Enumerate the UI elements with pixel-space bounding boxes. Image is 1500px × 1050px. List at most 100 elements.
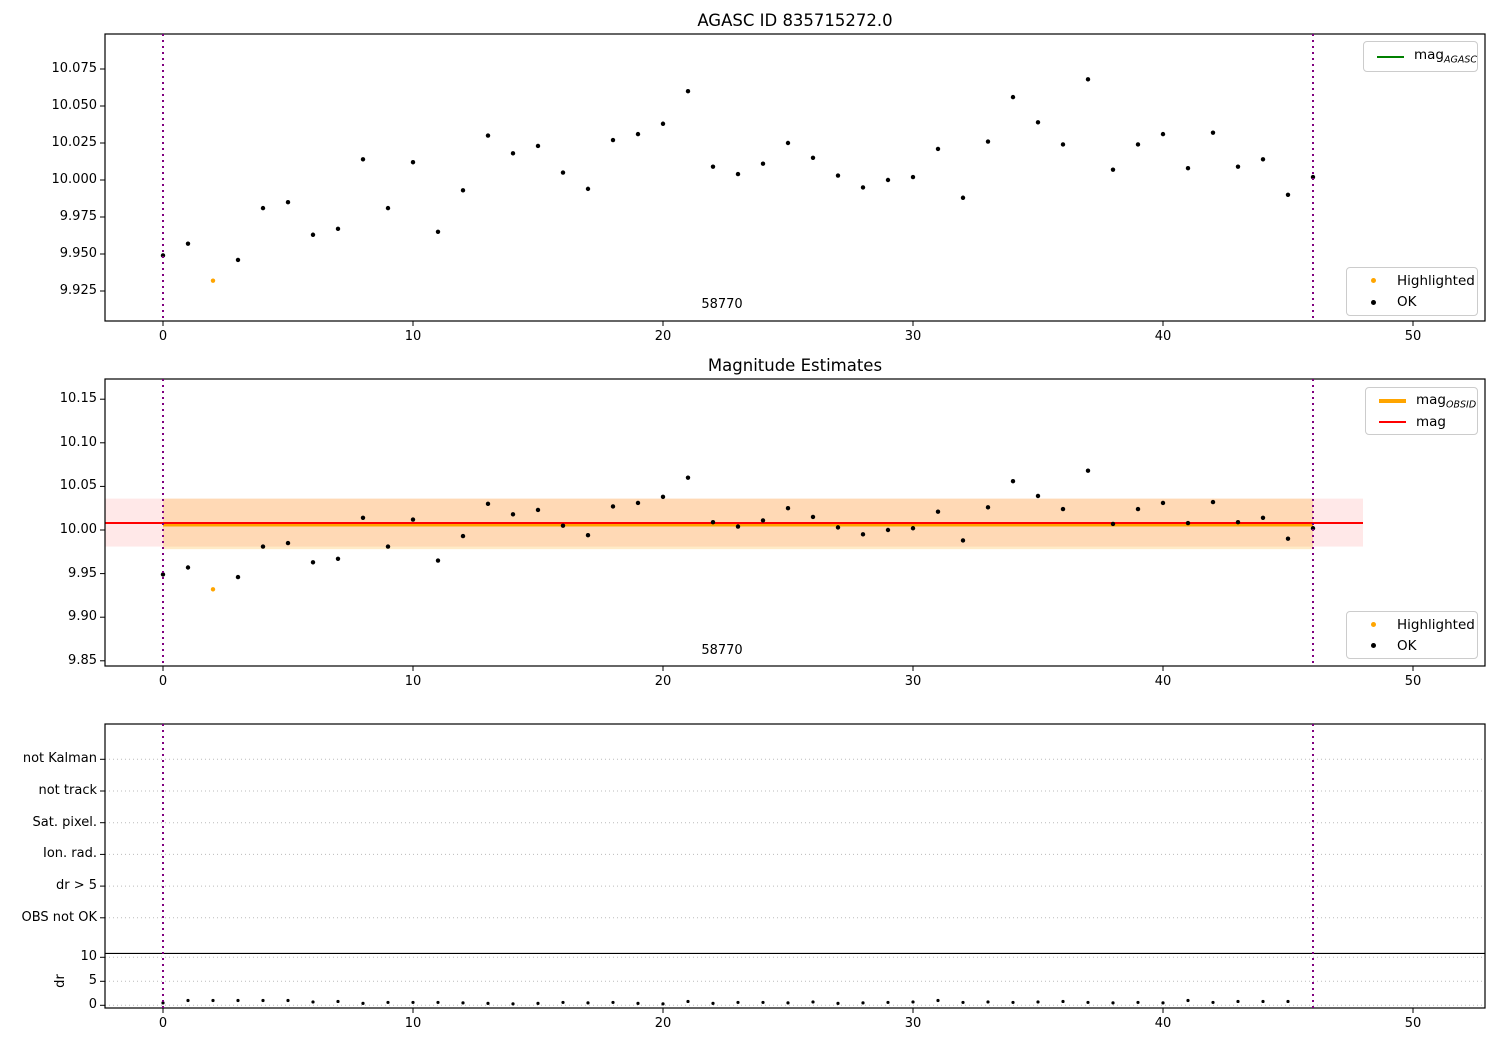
ok-point	[185, 241, 191, 246]
legend-item: Highlighted	[1355, 273, 1475, 289]
legend-marker-area	[1355, 299, 1391, 305]
top-plot-legend-mag-agasc: magAGASC	[1363, 41, 1478, 72]
ok-point	[610, 137, 616, 143]
legend-item: mag	[1374, 414, 1469, 430]
legend-item: Highlighted	[1355, 617, 1475, 633]
ok-point	[1260, 515, 1266, 520]
dr-point	[1286, 999, 1290, 1004]
middle-plot-legend-lines: magOBSID mag	[1365, 387, 1478, 435]
dr-point	[911, 1000, 915, 1004]
ok-point	[385, 544, 391, 549]
ok-point	[710, 164, 716, 169]
y-tick-label: 10.15	[59, 391, 97, 407]
ok-point	[1010, 94, 1016, 100]
y-tick-label: 9.95	[68, 565, 97, 581]
legend-label: OK	[1397, 294, 1417, 311]
legend-marker-area	[1374, 421, 1410, 424]
dr-point	[1261, 999, 1265, 1004]
x-tick-label: 40	[1154, 674, 1172, 689]
ok-point	[1285, 536, 1291, 541]
dr-point	[311, 1000, 315, 1004]
ok-point	[735, 171, 741, 177]
dr-point	[336, 999, 340, 1004]
x-tick-label: 10	[404, 674, 422, 689]
x-tick-label: 20	[654, 1016, 672, 1031]
ok-point	[685, 89, 691, 94]
ok-point	[160, 253, 166, 258]
legend-label: Highlighted	[1397, 616, 1475, 633]
ok-point	[1035, 120, 1041, 125]
ok-point	[635, 131, 641, 137]
legend-dot-marker-icon	[1370, 622, 1376, 627]
y-tick-label: 9.85	[68, 652, 97, 668]
dr-tick-label: 5	[88, 973, 97, 989]
dr-point	[636, 1001, 640, 1005]
legend-line-marker-icon	[1378, 399, 1406, 404]
x-tick-label: 20	[654, 674, 672, 689]
ok-point	[1085, 468, 1091, 473]
dr-point	[261, 998, 265, 1003]
dr-point	[1186, 998, 1190, 1003]
ok-point	[785, 140, 791, 146]
dr-point	[986, 1000, 990, 1004]
dr-point	[161, 1001, 165, 1005]
ok-point	[1160, 500, 1166, 506]
dr-tick-label: 0	[88, 997, 97, 1013]
dr-point	[386, 1000, 390, 1005]
x-tick-label: 0	[158, 1016, 168, 1031]
ok-point	[910, 526, 916, 531]
ok-point	[235, 574, 241, 580]
middle-plot-legend-points: Highlighted OK	[1346, 611, 1478, 659]
ok-point	[885, 527, 891, 533]
dr-tick-label: 10	[80, 949, 97, 965]
ok-point	[385, 205, 391, 211]
top-plot-obsid-annotation: 58770	[701, 297, 743, 312]
legend-label: magOBSID	[1416, 391, 1477, 411]
ok-point	[810, 155, 816, 160]
x-tick-label: 30	[904, 674, 922, 689]
dr-point	[611, 1000, 615, 1005]
legend-label-subscript: OBSID	[1446, 399, 1477, 411]
dr-point	[786, 1001, 790, 1005]
x-tick-label: 0	[158, 674, 168, 689]
ok-point	[960, 538, 966, 543]
dr-point	[1061, 999, 1065, 1004]
y-tick-label: 9.950	[59, 246, 97, 261]
top-plot-legend-points: Highlighted OK	[1346, 267, 1478, 316]
x-tick-label: 30	[904, 329, 922, 344]
ok-point	[410, 160, 416, 165]
x-tick-label: 40	[1154, 1016, 1172, 1031]
ok-point	[1135, 506, 1141, 512]
ok-point	[585, 533, 591, 538]
legend-item: magAGASC	[1372, 47, 1477, 66]
ok-point	[835, 525, 841, 530]
dr-point	[461, 1001, 465, 1005]
ok-point	[535, 143, 541, 149]
ok-point	[1210, 499, 1216, 505]
dr-point	[936, 998, 940, 1003]
ok-point	[935, 509, 941, 514]
ok-point	[560, 170, 566, 175]
ok-point	[660, 494, 666, 500]
dr-point	[1086, 1000, 1090, 1005]
ok-point	[710, 519, 716, 525]
ok-point	[1235, 164, 1241, 169]
highlighted-point	[210, 587, 216, 592]
ok-point	[735, 524, 741, 529]
ok-point	[1235, 519, 1241, 525]
legend-label: magAGASC	[1414, 47, 1478, 66]
ok-point	[760, 518, 766, 523]
dr-point	[511, 1002, 515, 1006]
ok-point	[1110, 521, 1116, 527]
dr-point	[686, 999, 690, 1004]
ok-point	[1185, 165, 1191, 171]
ok-point	[510, 151, 516, 156]
ok-point	[1310, 174, 1316, 180]
y-tick-label: 10.00	[59, 522, 97, 537]
dr-point	[1036, 1000, 1040, 1004]
dr-point	[561, 1000, 565, 1005]
dr-point	[1136, 1000, 1140, 1005]
ok-point	[460, 188, 466, 193]
